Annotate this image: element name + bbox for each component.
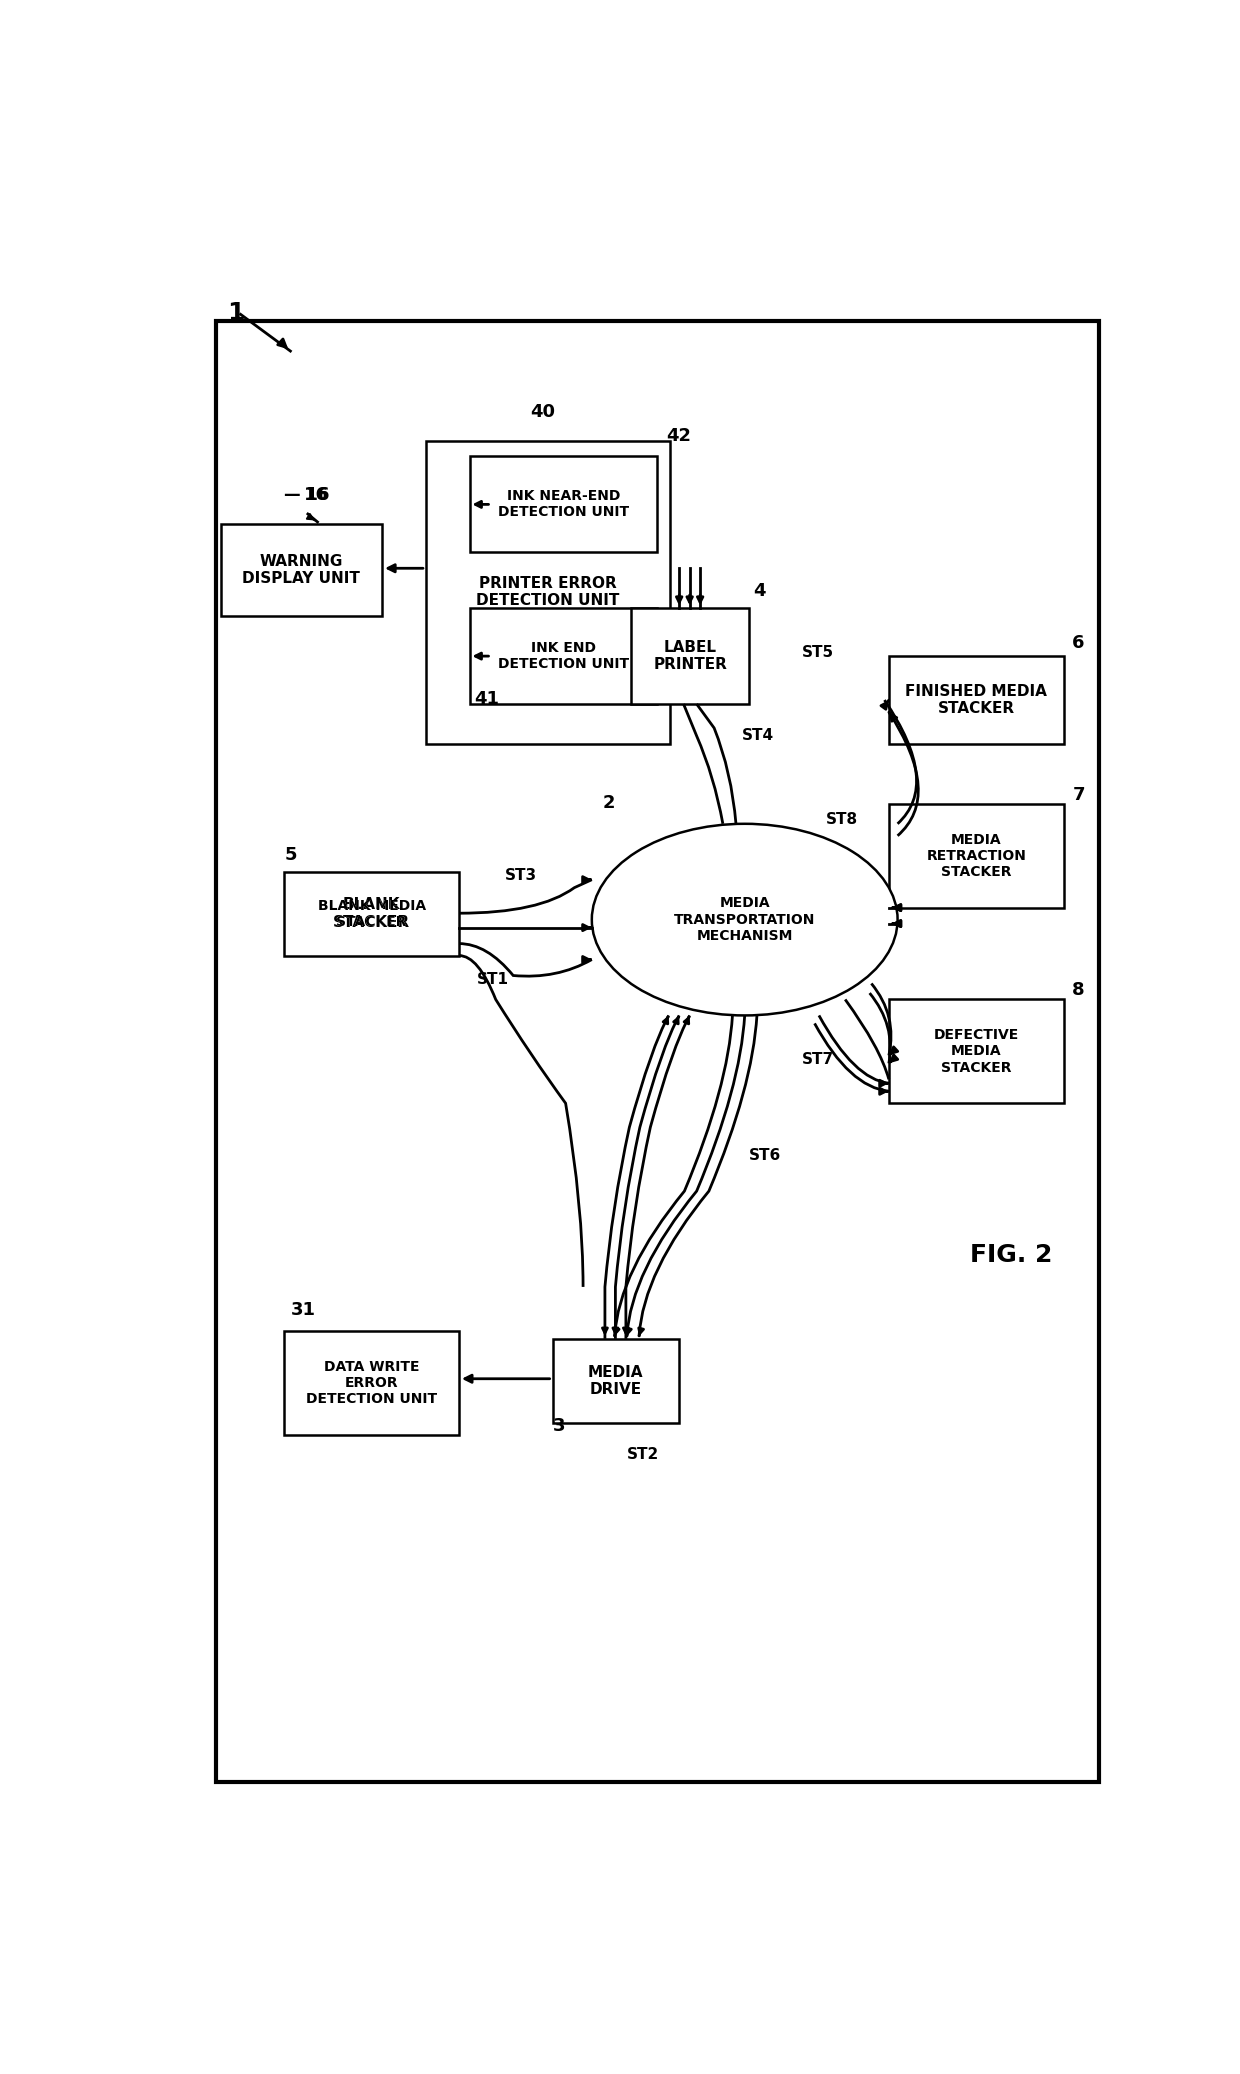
Text: FINISHED MEDIA
STACKER: FINISHED MEDIA STACKER [905, 684, 1047, 716]
Text: 16: 16 [304, 487, 329, 504]
Text: ST6: ST6 [749, 1147, 781, 1164]
Text: LABEL
PRINTER: LABEL PRINTER [653, 641, 727, 672]
Text: 5: 5 [284, 846, 296, 863]
Text: PRINTER ERROR
DETECTION UNIT: PRINTER ERROR DETECTION UNIT [476, 577, 620, 608]
Text: DEFECTIVE
MEDIA
STACKER: DEFECTIVE MEDIA STACKER [934, 1029, 1019, 1074]
Text: BLANK
STACKER: BLANK STACKER [334, 898, 410, 929]
Text: 3: 3 [553, 1417, 565, 1435]
Bar [889, 805, 1064, 908]
Text: 40: 40 [531, 402, 556, 421]
Text: 8: 8 [1073, 981, 1085, 1000]
Bar [889, 655, 1064, 745]
Bar [553, 1340, 680, 1423]
Text: 1: 1 [227, 301, 244, 326]
Bar [284, 871, 459, 956]
Text: 42: 42 [666, 427, 691, 444]
Text: MEDIA
DRIVE: MEDIA DRIVE [588, 1365, 644, 1398]
Bar [470, 608, 657, 703]
Ellipse shape [591, 823, 898, 1016]
Bar [221, 525, 382, 616]
Text: 2: 2 [603, 794, 615, 811]
Text: ST5: ST5 [801, 645, 833, 660]
Text: INK END
DETECTION UNIT: INK END DETECTION UNIT [498, 641, 629, 672]
Bar [425, 440, 671, 745]
Text: ST3: ST3 [505, 869, 537, 884]
Bar [470, 456, 657, 552]
Text: MEDIA
RETRACTION
STACKER: MEDIA RETRACTION STACKER [926, 832, 1027, 879]
Text: MEDIA
TRANSPORTATION
MECHANISM: MEDIA TRANSPORTATION MECHANISM [675, 896, 816, 944]
Text: BLANK MEDIA
STACKER: BLANK MEDIA STACKER [317, 898, 425, 929]
Text: 7: 7 [1073, 786, 1085, 805]
Bar [631, 608, 749, 703]
Text: — 16: — 16 [284, 487, 330, 504]
Text: ST7: ST7 [801, 1052, 833, 1066]
Text: 31: 31 [290, 1300, 315, 1319]
Bar [889, 1000, 1064, 1103]
Text: BLANK MEDIA
STACKER: BLANK MEDIA STACKER [317, 898, 425, 929]
Bar [284, 1332, 459, 1435]
Text: 6: 6 [1073, 635, 1085, 651]
Text: FIG. 2: FIG. 2 [970, 1242, 1053, 1267]
Text: WARNING
DISPLAY UNIT: WARNING DISPLAY UNIT [242, 554, 361, 587]
Text: ST8: ST8 [826, 813, 858, 828]
Text: INK NEAR-END
DETECTION UNIT: INK NEAR-END DETECTION UNIT [498, 489, 629, 518]
Text: ST1: ST1 [476, 973, 508, 987]
Text: DATA WRITE
ERROR
DETECTION UNIT: DATA WRITE ERROR DETECTION UNIT [306, 1361, 438, 1406]
Text: 4: 4 [754, 583, 766, 599]
Text: ST2: ST2 [626, 1448, 658, 1462]
Text: ST4: ST4 [742, 728, 774, 742]
Text: 41: 41 [474, 691, 498, 707]
